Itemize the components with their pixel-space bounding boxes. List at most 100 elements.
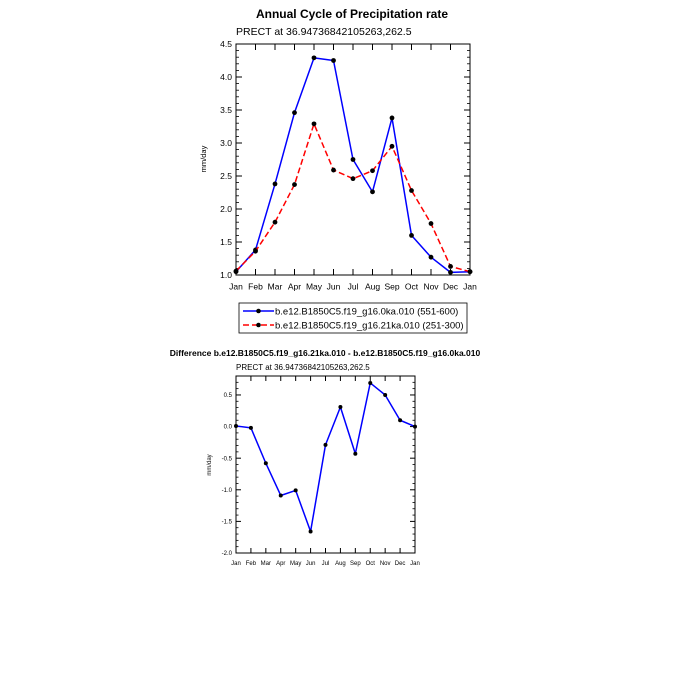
x-tick-label: Oct	[405, 282, 419, 292]
y-axis-label: mm/day	[207, 454, 213, 475]
y-tick-label: 2.0	[220, 204, 232, 214]
chart-subtitle: PRECT at 36.94736842105263,262.5	[236, 26, 412, 38]
data-point-series-1	[398, 418, 403, 423]
series-group	[233, 55, 473, 275]
y-tick-label: 0.5	[224, 393, 233, 399]
y-tick-label: 3.5	[220, 105, 232, 115]
legend-box	[238, 302, 468, 334]
data-point-series-2	[292, 182, 297, 187]
x-tick-label: Jun	[327, 282, 341, 292]
data-point-series-1	[383, 392, 388, 397]
x-tick-label: Jan	[229, 282, 243, 292]
x-tick-label: Nov	[423, 282, 439, 292]
data-point-series-1	[248, 425, 253, 430]
data-point-series-1	[293, 488, 298, 493]
y-tick-label: 3.0	[220, 138, 232, 148]
x-tick-labels: Jan Feb Mar Apr May Jun Jul Aug Sep Oct Nov Dec Jan	[229, 282, 477, 292]
x-tick-label: Sep	[350, 561, 361, 567]
series-line-1	[235, 57, 471, 274]
data-point-series-1	[353, 451, 358, 456]
x-tick-label: Jan	[463, 282, 477, 292]
y-axis-label: mm/day	[199, 145, 208, 172]
y-tick-label: -1.5	[222, 519, 233, 525]
data-point-series-1	[389, 115, 395, 121]
data-point-series-1	[338, 404, 343, 409]
x-tick-label: Dec	[443, 282, 459, 292]
y-tick-labels: -2.0 -1.5 -1.0 -0.5 0.0 0.5	[222, 393, 233, 557]
data-point-series-1	[331, 58, 336, 63]
data-point-series-1	[278, 493, 283, 498]
data-point-series-2	[389, 143, 395, 149]
x-tick-label: May	[306, 282, 323, 292]
data-point-series-1	[323, 442, 328, 447]
y-tick-label: -1.0	[222, 488, 233, 494]
x-tick-label: Dec	[395, 561, 406, 567]
chart-title: Annual Cycle of Precipitation rate	[256, 7, 448, 21]
data-point-series-1	[272, 181, 278, 187]
x-tick-label: Nov	[380, 561, 391, 567]
data-point-series-1	[370, 189, 375, 195]
data-point-series-2	[311, 121, 317, 127]
data-point-series-1	[292, 110, 297, 116]
x-tick-label: Jan	[410, 561, 420, 567]
data-point-series-1	[263, 461, 268, 466]
data-point-series-2	[370, 168, 375, 174]
plot-frame	[235, 375, 416, 554]
chart-subtitle: PRECT at 36.94736842105263,262.5	[236, 363, 370, 372]
x-tick-label: Aug	[335, 561, 346, 567]
legend-marker-series-2	[256, 322, 261, 328]
data-point-series-2	[233, 268, 239, 274]
data-point-series-1	[350, 157, 356, 162]
x-tick-label: Jul	[348, 282, 359, 292]
x-tick-label: Apr	[288, 282, 301, 292]
axis-ticks	[235, 43, 471, 276]
data-point-series-2	[350, 176, 356, 182]
data-point-series-1	[308, 529, 313, 534]
series-group	[234, 380, 417, 534]
chart-title: Difference b.e12.B1850C5.f19_g16.21ka.01…	[170, 348, 481, 358]
y-tick-label: 1.0	[220, 270, 232, 280]
y-tick-label: -2.0	[222, 551, 233, 557]
x-tick-label: Mar	[268, 282, 283, 292]
legend-label-series-2: b.e12.B1850C5.f19_g16.21ka.010 (251-300)	[275, 321, 464, 332]
axis-ticks	[235, 375, 416, 554]
data-point-series-1	[448, 269, 453, 275]
legend-marker-series-1	[256, 308, 261, 314]
precip-annual-cycle-chart: Annual Cycle of Precipitation rate PRECT…	[199, 7, 477, 334]
x-tick-label: Jun	[306, 561, 316, 567]
y-tick-label: -0.5	[222, 456, 233, 462]
x-tick-label: Apr	[276, 561, 285, 567]
data-point-series-2	[428, 221, 434, 226]
data-point-series-1	[311, 55, 317, 61]
data-point-series-1	[428, 254, 434, 260]
data-point-series-2	[253, 248, 258, 254]
data-point-series-1	[413, 424, 417, 429]
x-tick-label: Jul	[322, 561, 330, 567]
precip-difference-chart: Difference b.e12.B1850C5.f19_g16.21ka.01…	[170, 348, 481, 567]
y-tick-label: 4.5	[220, 39, 232, 49]
y-tick-labels: 1.0 1.5 2.0 2.5 3.0 3.5 4.0 4.5	[220, 39, 232, 280]
x-tick-label: Aug	[365, 282, 380, 292]
data-point-series-2	[467, 269, 473, 275]
data-point-series-2	[331, 167, 336, 173]
x-tick-label: May	[290, 561, 301, 567]
y-tick-label: 1.5	[220, 237, 232, 247]
series-line-1	[235, 382, 416, 533]
data-point-series-1	[234, 423, 238, 428]
x-tick-label: Jan	[231, 561, 241, 567]
x-tick-label: Mar	[261, 561, 271, 567]
data-point-series-1	[368, 380, 373, 385]
data-point-series-2	[409, 188, 414, 193]
x-tick-labels: Jan Feb Mar Apr May Jun Jul Aug Sep Oct Nov Dec Jan	[231, 561, 420, 567]
x-tick-label: Feb	[248, 282, 263, 292]
x-tick-label: Oct	[366, 561, 376, 567]
y-tick-label: 4.0	[220, 72, 232, 82]
data-point-series-2	[272, 219, 278, 225]
x-tick-label: Sep	[384, 282, 399, 292]
legend-label-series-1: b.e12.B1850C5.f19_g16.0ka.010 (551-600)	[275, 307, 458, 318]
data-point-series-2	[448, 264, 453, 269]
y-tick-label: 0.0	[224, 425, 233, 431]
x-tick-label: Feb	[246, 561, 257, 567]
legend: b.e12.B1850C5.f19_g16.0ka.010 (551-600) …	[238, 302, 468, 334]
